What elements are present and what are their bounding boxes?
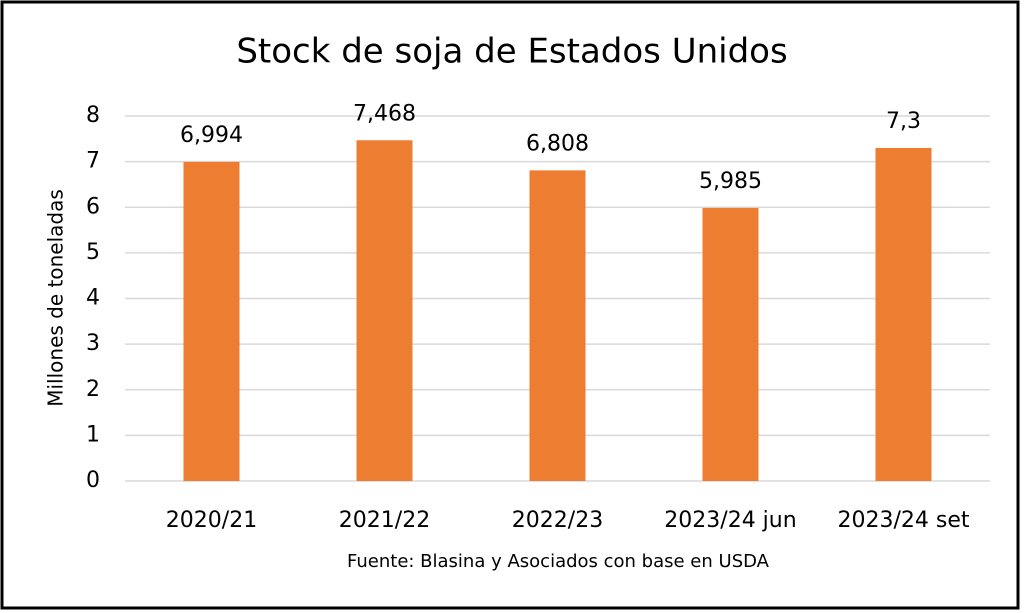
y-tick-label: 3 — [86, 331, 100, 356]
y-tick-label: 1 — [86, 422, 100, 447]
y-tick-label: 7 — [86, 149, 100, 174]
bar — [356, 140, 413, 481]
chart-title: Stock de soja de Estados Unidos — [236, 32, 787, 72]
y-tick-label: 5 — [86, 240, 100, 265]
x-tick-label: 2023/24 jun — [664, 508, 796, 533]
y-tick-label: 6 — [86, 194, 100, 219]
source-note: Fuente: Blasina y Asociados con base en … — [347, 551, 770, 572]
y-tick-label: 8 — [86, 103, 100, 128]
bar — [702, 207, 759, 481]
bar — [529, 170, 586, 481]
x-tick-label: 2020/21 — [166, 508, 257, 533]
y-tick-label: 4 — [86, 286, 100, 311]
y-tick-label: 0 — [86, 468, 100, 493]
y-axis-label: Millones de toneladas — [44, 189, 68, 407]
value-label: 6,994 — [180, 123, 243, 148]
bar — [183, 161, 240, 481]
value-label: 6,808 — [526, 131, 589, 156]
y-tick-label: 2 — [86, 377, 100, 402]
x-tick-label: 2021/22 — [339, 508, 430, 533]
x-tick-label: 2022/23 — [512, 508, 603, 533]
bar — [875, 147, 932, 481]
value-label: 7,3 — [886, 109, 921, 134]
value-label: 7,468 — [353, 101, 416, 126]
x-tick-label: 2023/24 set — [837, 508, 969, 533]
value-label: 5,985 — [699, 169, 762, 194]
